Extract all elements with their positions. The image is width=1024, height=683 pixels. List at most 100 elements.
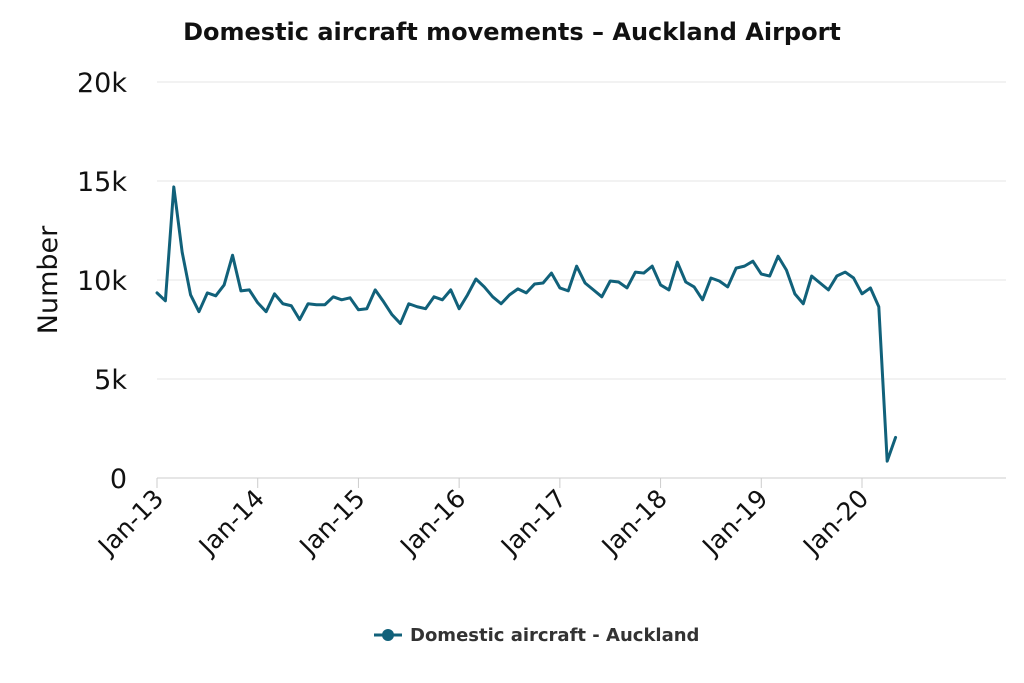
data-point[interactable] (732, 264, 740, 272)
data-point[interactable] (682, 278, 690, 286)
data-point[interactable] (506, 291, 514, 299)
data-point[interactable] (153, 289, 161, 297)
data-point[interactable] (329, 293, 337, 301)
data-point[interactable] (892, 433, 900, 441)
data-point[interactable] (413, 303, 421, 311)
data-point[interactable] (547, 269, 555, 277)
data-point[interactable] (287, 302, 295, 310)
data-point[interactable] (271, 290, 279, 298)
data-point[interactable] (875, 303, 883, 311)
data-point[interactable] (665, 286, 673, 294)
data-point[interactable] (615, 278, 623, 286)
x-tick-label: Jan-18 (595, 484, 673, 562)
data-point[interactable] (850, 274, 858, 282)
data-point[interactable] (388, 311, 396, 319)
data-point[interactable] (816, 279, 824, 287)
data-point[interactable] (363, 305, 371, 313)
data-point[interactable] (606, 277, 614, 285)
data-point[interactable] (741, 262, 749, 270)
legend-label: Domestic aircraft - Auckland (410, 625, 699, 646)
data-point[interactable] (640, 269, 648, 277)
data-point[interactable] (254, 299, 262, 307)
data-point[interactable] (296, 316, 304, 324)
data-point[interactable] (480, 283, 488, 291)
data-point[interactable] (808, 272, 816, 280)
data-point[interactable] (161, 297, 169, 305)
data-point[interactable] (312, 301, 320, 309)
data-point[interactable] (405, 300, 413, 308)
data-point[interactable] (589, 286, 597, 294)
data-point[interactable] (782, 266, 790, 274)
data-point[interactable] (715, 277, 723, 285)
data-point[interactable] (648, 262, 656, 270)
data-point[interactable] (464, 291, 472, 299)
data-point[interactable] (396, 320, 404, 328)
data-point[interactable] (657, 281, 665, 289)
data-point[interactable] (631, 268, 639, 276)
data-point[interactable] (699, 296, 707, 304)
data-point[interactable] (447, 286, 455, 294)
data-point[interactable] (170, 183, 178, 191)
data-point[interactable] (866, 284, 874, 292)
data-point[interactable] (883, 457, 891, 465)
legend[interactable]: Domestic aircraft - Auckland (374, 625, 699, 646)
data-point[interactable] (187, 291, 195, 299)
data-point[interactable] (707, 274, 715, 282)
data-point[interactable] (514, 285, 522, 293)
gridlines (157, 81, 1006, 380)
x-tick-label: Jan-16 (393, 484, 471, 562)
data-point[interactable] (430, 293, 438, 301)
data-point[interactable] (338, 296, 346, 304)
data-point[interactable] (824, 286, 832, 294)
data-point[interactable] (304, 300, 312, 308)
data-point[interactable] (774, 252, 782, 260)
data-point[interactable] (539, 279, 547, 287)
y-axis-label: Number (33, 225, 64, 334)
data-point[interactable] (489, 293, 497, 301)
data-point[interactable] (522, 289, 530, 297)
data-point[interactable] (564, 287, 572, 295)
data-point[interactable] (497, 300, 505, 308)
data-point[interactable] (724, 283, 732, 291)
data-point[interactable] (229, 251, 237, 259)
data-point[interactable] (690, 283, 698, 291)
data-point[interactable] (262, 308, 270, 316)
data-point[interactable] (212, 292, 220, 300)
data-point[interactable] (556, 284, 564, 292)
x-tick-label: Jan-19 (695, 484, 773, 562)
data-point[interactable] (422, 305, 430, 313)
data-point[interactable] (749, 257, 757, 265)
data-point[interactable] (321, 301, 329, 309)
y-tick-label: 0 (110, 464, 127, 495)
data-point[interactable] (455, 305, 463, 313)
data-point[interactable] (581, 279, 589, 287)
data-point[interactable] (673, 258, 681, 266)
data-point[interactable] (346, 294, 354, 302)
data-point[interactable] (195, 308, 203, 316)
data-point[interactable] (858, 290, 866, 298)
data-point[interactable] (438, 296, 446, 304)
data-point[interactable] (354, 306, 362, 314)
data-point[interactable] (220, 281, 228, 289)
data-point[interactable] (237, 287, 245, 295)
data-point[interactable] (766, 272, 774, 280)
data-point[interactable] (841, 268, 849, 276)
series-line-domestic-aircraft[interactable] (155, 185, 898, 463)
data-point[interactable] (791, 290, 799, 298)
data-point[interactable] (623, 284, 631, 292)
data-point[interactable] (573, 262, 581, 270)
data-point[interactable] (279, 300, 287, 308)
data-point[interactable] (598, 293, 606, 301)
x-axis: Jan-13 Jan-14 Jan-15 Jan-16 Jan-17 Jan-18 Jan-… (91, 477, 1006, 562)
data-point[interactable] (371, 286, 379, 294)
data-point[interactable] (833, 272, 841, 280)
data-point[interactable] (178, 248, 186, 256)
data-point[interactable] (757, 270, 765, 278)
data-point[interactable] (203, 289, 211, 297)
data-point[interactable] (472, 275, 480, 283)
data-point[interactable] (380, 298, 388, 306)
data-point[interactable] (799, 300, 807, 308)
data-point[interactable] (531, 280, 539, 288)
y-tick-label: 10k (77, 266, 127, 297)
data-point[interactable] (245, 286, 253, 294)
